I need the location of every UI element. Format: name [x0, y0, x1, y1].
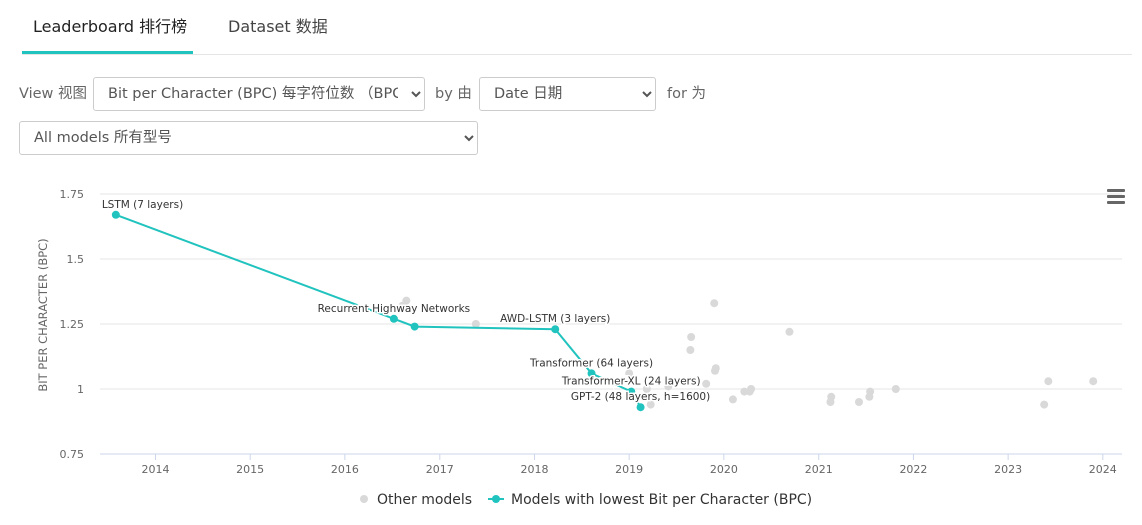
lowest-bpc-point: [636, 403, 645, 412]
metric-select[interactable]: Bit per Character (BPC) 每字符位数 （BPC): [93, 77, 425, 111]
other-model-point: [785, 327, 794, 336]
other-model-point: [697, 392, 706, 401]
legend-best-marker: [492, 495, 500, 503]
point-label: GPT-2 (48 layers, h=1600): [571, 391, 710, 403]
other-model-point: [711, 364, 720, 373]
other-model-point: [1040, 400, 1049, 409]
point-labels: LSTM (7 layers) Recurrent Highway Network…: [100, 197, 711, 404]
y-tick-label: 0.75: [60, 448, 85, 461]
axis-select[interactable]: Date 日期: [479, 77, 656, 111]
other-models-points: [398, 296, 1098, 409]
y-tick-label: 1.5: [67, 253, 85, 266]
point-label: Transformer-XL (24 layers): [561, 376, 701, 388]
x-tick-label: 2022: [899, 463, 927, 476]
point-label: AWD-LSTM (3 layers): [500, 313, 610, 325]
x-tick-labels: 2014 2015 2016 2017 2018 2019 2020 2021 2022 2023…: [142, 463, 1117, 476]
x-tick-label: 2018: [520, 463, 548, 476]
chart-menu-icon[interactable]: [1107, 189, 1125, 205]
active-tab-indicator: [22, 51, 193, 54]
models-select[interactable]: All models 所有型号: [19, 121, 478, 155]
lowest-bpc-points: [111, 210, 645, 412]
other-model-point: [646, 400, 655, 409]
x-tick-label: 2015: [236, 463, 264, 476]
x-tick-label: 2014: [142, 463, 170, 476]
other-model-point: [664, 382, 673, 391]
x-tick-label: 2021: [805, 463, 833, 476]
by-label: by 由: [435, 86, 472, 102]
lowest-bpc-point: [111, 210, 120, 219]
other-model-point: [702, 379, 711, 388]
other-model-point: [891, 385, 900, 393]
legend-other-label: Other models: [377, 492, 472, 508]
other-model-point: [1089, 377, 1098, 386]
other-model-point: [642, 385, 651, 393]
point-label: LSTM (7 layers): [102, 199, 183, 211]
legend-best-label: Models with lowest Bit per Character (BP…: [511, 492, 812, 508]
lowest-bpc-point: [587, 369, 596, 378]
point-label: Transformer (64 layers): [529, 357, 653, 369]
other-model-point: [686, 346, 695, 354]
other-model-point: [747, 385, 756, 393]
other-model-point: [866, 387, 875, 396]
x-tick-label: 2020: [710, 463, 738, 476]
other-model-point: [471, 320, 480, 328]
x-tick-label: 2017: [426, 463, 454, 476]
other-model-point: [854, 398, 863, 406]
grid-lines: [100, 193, 1122, 460]
x-tick-label: 2023: [994, 463, 1022, 476]
view-label: View 视图: [19, 86, 88, 102]
x-tick-label: 2016: [331, 463, 359, 476]
x-tick-label: 2019: [615, 463, 643, 476]
other-model-point: [728, 395, 737, 404]
lowest-bpc-point: [389, 314, 398, 323]
y-tick-labels: 0.75 1 1.25 1.5 1.75: [60, 188, 85, 461]
other-model-point: [402, 296, 411, 305]
other-model-point: [1044, 377, 1053, 386]
legend: Other models Models with lowest Bit per C…: [360, 492, 812, 508]
other-model-point: [625, 369, 634, 378]
tab-dataset[interactable]: Dataset 数据: [228, 17, 328, 36]
y-tick-label: 1: [77, 383, 84, 396]
lowest-bpc-point: [410, 322, 419, 331]
tab-bar: Leaderboard 排行榜 Dataset 数据: [22, 0, 1132, 55]
other-model-point: [710, 299, 719, 308]
y-axis-label: BIT PER CHARACTER (BPC): [36, 238, 50, 391]
lowest-bpc-point: [551, 325, 560, 334]
y-tick-label: 1.75: [60, 188, 85, 201]
legend-other-marker: [360, 495, 368, 503]
tab-leaderboard[interactable]: Leaderboard 排行榜: [33, 17, 188, 36]
other-model-point: [687, 333, 696, 341]
lowest-bpc-point: [627, 387, 636, 396]
x-tick-label: 2024: [1089, 463, 1117, 476]
y-tick-label: 1.25: [60, 318, 85, 331]
for-label: for 为: [667, 86, 707, 102]
other-model-point: [827, 392, 836, 401]
point-label: Recurrent Highway Networks: [318, 303, 471, 315]
